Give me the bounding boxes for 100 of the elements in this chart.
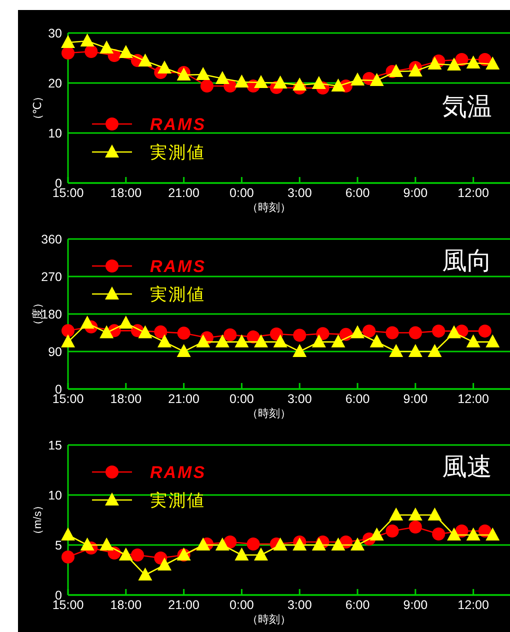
point (61, 35, 75, 48)
point (176, 344, 191, 357)
legend-label: 実測値 (150, 143, 206, 162)
point (428, 56, 442, 70)
point (234, 548, 249, 560)
legend-label: RAMS (150, 115, 206, 134)
point (408, 344, 422, 357)
point (350, 538, 365, 550)
x-axis-title: （時刻） (247, 201, 291, 214)
point (331, 538, 346, 550)
point (428, 508, 442, 520)
point (408, 326, 422, 340)
point (293, 328, 306, 342)
point (273, 334, 288, 348)
point (80, 538, 94, 550)
y-tick-label: 180 (41, 308, 62, 322)
point (196, 67, 210, 80)
point (370, 73, 384, 86)
point (386, 326, 399, 340)
point (200, 80, 214, 92)
y-axis-title: （℃） (32, 90, 44, 126)
point (246, 538, 260, 550)
point (362, 324, 376, 338)
point (138, 568, 152, 580)
y-axis-title: （度） (31, 298, 44, 330)
point (273, 76, 288, 88)
point (254, 548, 268, 560)
point (100, 538, 114, 550)
point (254, 334, 268, 348)
point (447, 325, 462, 338)
text: 気温 (442, 93, 492, 121)
y-tick-label: 5 (55, 538, 62, 552)
y-tick-label: 360 (41, 232, 62, 246)
x-tick-label: 3:00 (287, 392, 312, 406)
point (432, 324, 446, 338)
x-tick-label: 21:00 (168, 392, 200, 406)
legend-label: RAMS (150, 463, 206, 482)
point (100, 325, 114, 338)
point (447, 528, 462, 540)
point (408, 508, 422, 520)
y-tick-label: 30 (48, 26, 62, 40)
point (215, 334, 230, 348)
legend-label: 実測値 (150, 491, 206, 510)
x-tick-label: 12:00 (458, 392, 490, 406)
point (61, 334, 75, 348)
point (331, 334, 346, 348)
y-tick-label: 20 (48, 76, 62, 90)
point (100, 40, 114, 54)
point (246, 330, 260, 344)
point (389, 508, 404, 520)
point (80, 34, 94, 46)
legend-label: 実測値 (150, 285, 206, 304)
x-tick-label: 6:00 (345, 598, 370, 612)
point (312, 76, 326, 89)
point (370, 334, 384, 348)
x-tick-label: 0:00 (230, 186, 254, 200)
x-tick-label: 9:00 (403, 598, 428, 612)
point (466, 528, 480, 540)
point (408, 64, 422, 76)
point (224, 328, 237, 342)
point (312, 538, 326, 550)
point (389, 64, 404, 77)
point (478, 324, 492, 338)
point (350, 325, 365, 338)
point (138, 54, 152, 66)
point (62, 550, 74, 564)
point (130, 548, 144, 562)
point (486, 56, 500, 70)
point (292, 78, 307, 90)
x-tick-label: 21:00 (168, 598, 200, 612)
point (158, 60, 172, 74)
point (370, 528, 384, 540)
x-axis-title: （時刻） (247, 613, 291, 626)
point (389, 344, 404, 357)
legend-label: RAMS (150, 257, 206, 276)
x-tick-label: 21:00 (168, 186, 200, 200)
point (292, 344, 307, 357)
point (447, 58, 462, 70)
point (118, 316, 133, 329)
x-axis-title: （時刻） (247, 407, 291, 420)
x-tick-label: 12:00 (458, 186, 490, 200)
point (486, 528, 500, 540)
point (215, 71, 230, 84)
point (428, 344, 442, 357)
point (350, 72, 365, 86)
point (61, 528, 75, 540)
point (177, 326, 190, 340)
x-tick-label: 3:00 (287, 186, 312, 200)
point (196, 538, 210, 550)
point (273, 538, 288, 550)
x-tick-label: 9:00 (403, 392, 428, 406)
point (84, 45, 98, 58)
y-tick-label: 15 (48, 438, 62, 452)
point (196, 334, 210, 348)
point (466, 334, 480, 348)
y-axis-title: （m/s） (32, 500, 44, 540)
point (312, 334, 326, 348)
y-tick-label: 270 (41, 270, 62, 284)
chart-title: 風速 (442, 453, 492, 481)
point (80, 316, 94, 329)
